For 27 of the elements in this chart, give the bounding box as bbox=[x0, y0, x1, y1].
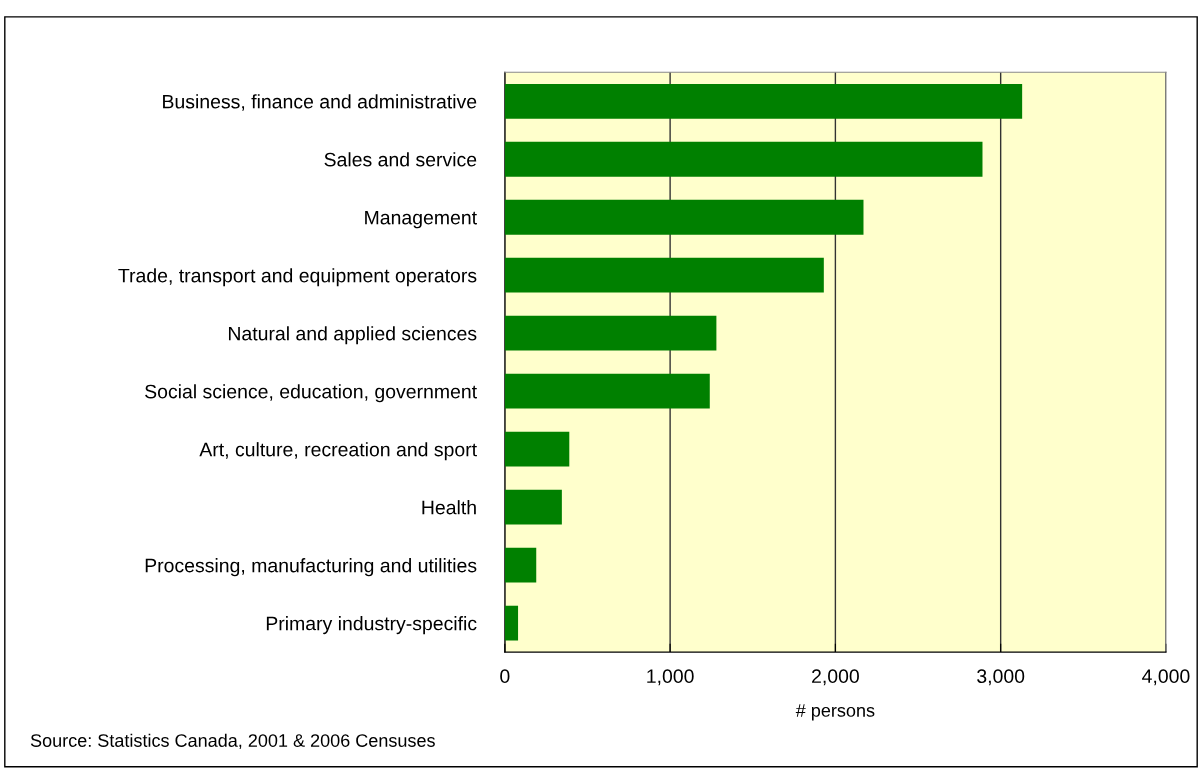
y-tick-label: Business, finance and administrative bbox=[163, 94, 477, 111]
bar bbox=[504, 141, 983, 177]
bar bbox=[504, 315, 717, 351]
x-tick-label: 0 bbox=[500, 669, 510, 684]
y-tick-label: Trade, transport and equipment operators bbox=[118, 268, 477, 287]
y-tick-label: Processing, manufacturing and utilities bbox=[145, 558, 477, 577]
bar bbox=[504, 257, 824, 293]
source-note: Source: Statistics Canada, 2001 & 2006 Censuses bbox=[30, 733, 435, 750]
x-tick-label: 2,000 bbox=[812, 669, 859, 686]
bar bbox=[504, 605, 519, 641]
x-tick-label: 1,000 bbox=[647, 669, 694, 686]
x-axis-title: # persons bbox=[795, 704, 875, 721]
y-tick-label: Natural and applied sciences bbox=[228, 326, 477, 345]
y-tick-label: Primary industry-specific bbox=[266, 616, 477, 635]
bar bbox=[504, 547, 537, 583]
bar bbox=[504, 431, 570, 467]
y-tick-label: Management bbox=[365, 210, 477, 229]
bar bbox=[504, 489, 562, 525]
bar bbox=[504, 83, 1023, 119]
x-tick-label: 3,000 bbox=[977, 669, 1025, 686]
y-tick-label: Social science, education, government bbox=[145, 384, 477, 403]
bar bbox=[504, 373, 710, 409]
y-tick-label: Health bbox=[422, 500, 476, 515]
y-tick-label: Art, culture, recreation and sport bbox=[199, 442, 477, 461]
x-tick-label: 4,000 bbox=[1142, 669, 1190, 686]
bar bbox=[504, 199, 864, 235]
y-tick-label: Sales and service bbox=[324, 152, 477, 167]
